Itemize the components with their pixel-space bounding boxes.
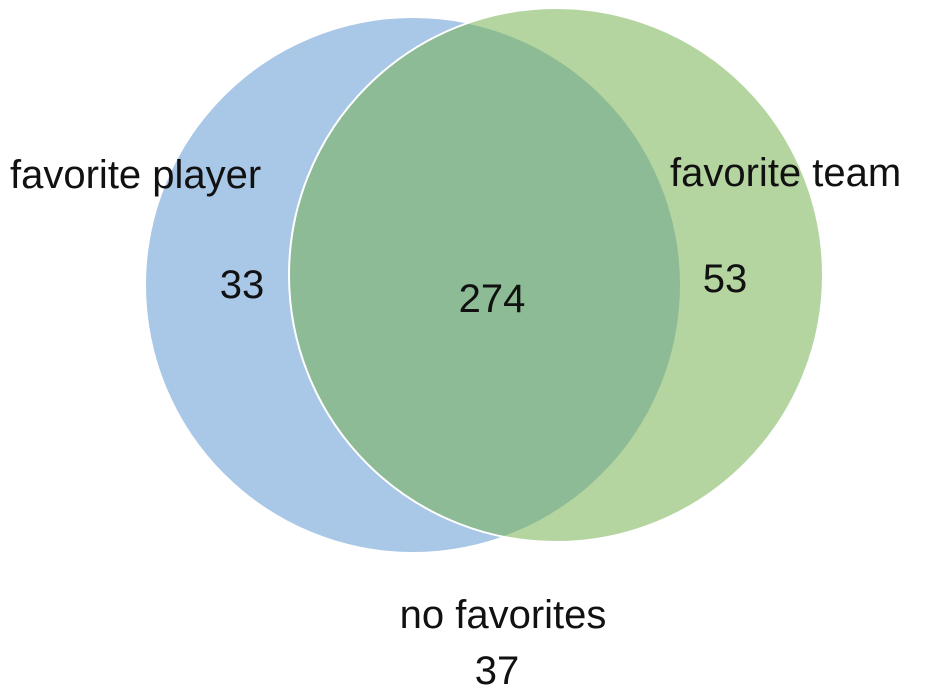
- count-player-only: 33: [220, 263, 265, 307]
- count-no-favorites: 37: [475, 649, 520, 691]
- overlap-region: [289, 18, 680, 542]
- label-favorite-team: favorite team: [670, 151, 901, 195]
- count-overlap: 274: [459, 277, 526, 321]
- label-no-favorites: no favorites: [400, 593, 607, 637]
- count-team-only: 53: [703, 257, 748, 301]
- label-favorite-player: favorite player: [10, 153, 261, 197]
- circle-outline-team: [288, 7, 824, 543]
